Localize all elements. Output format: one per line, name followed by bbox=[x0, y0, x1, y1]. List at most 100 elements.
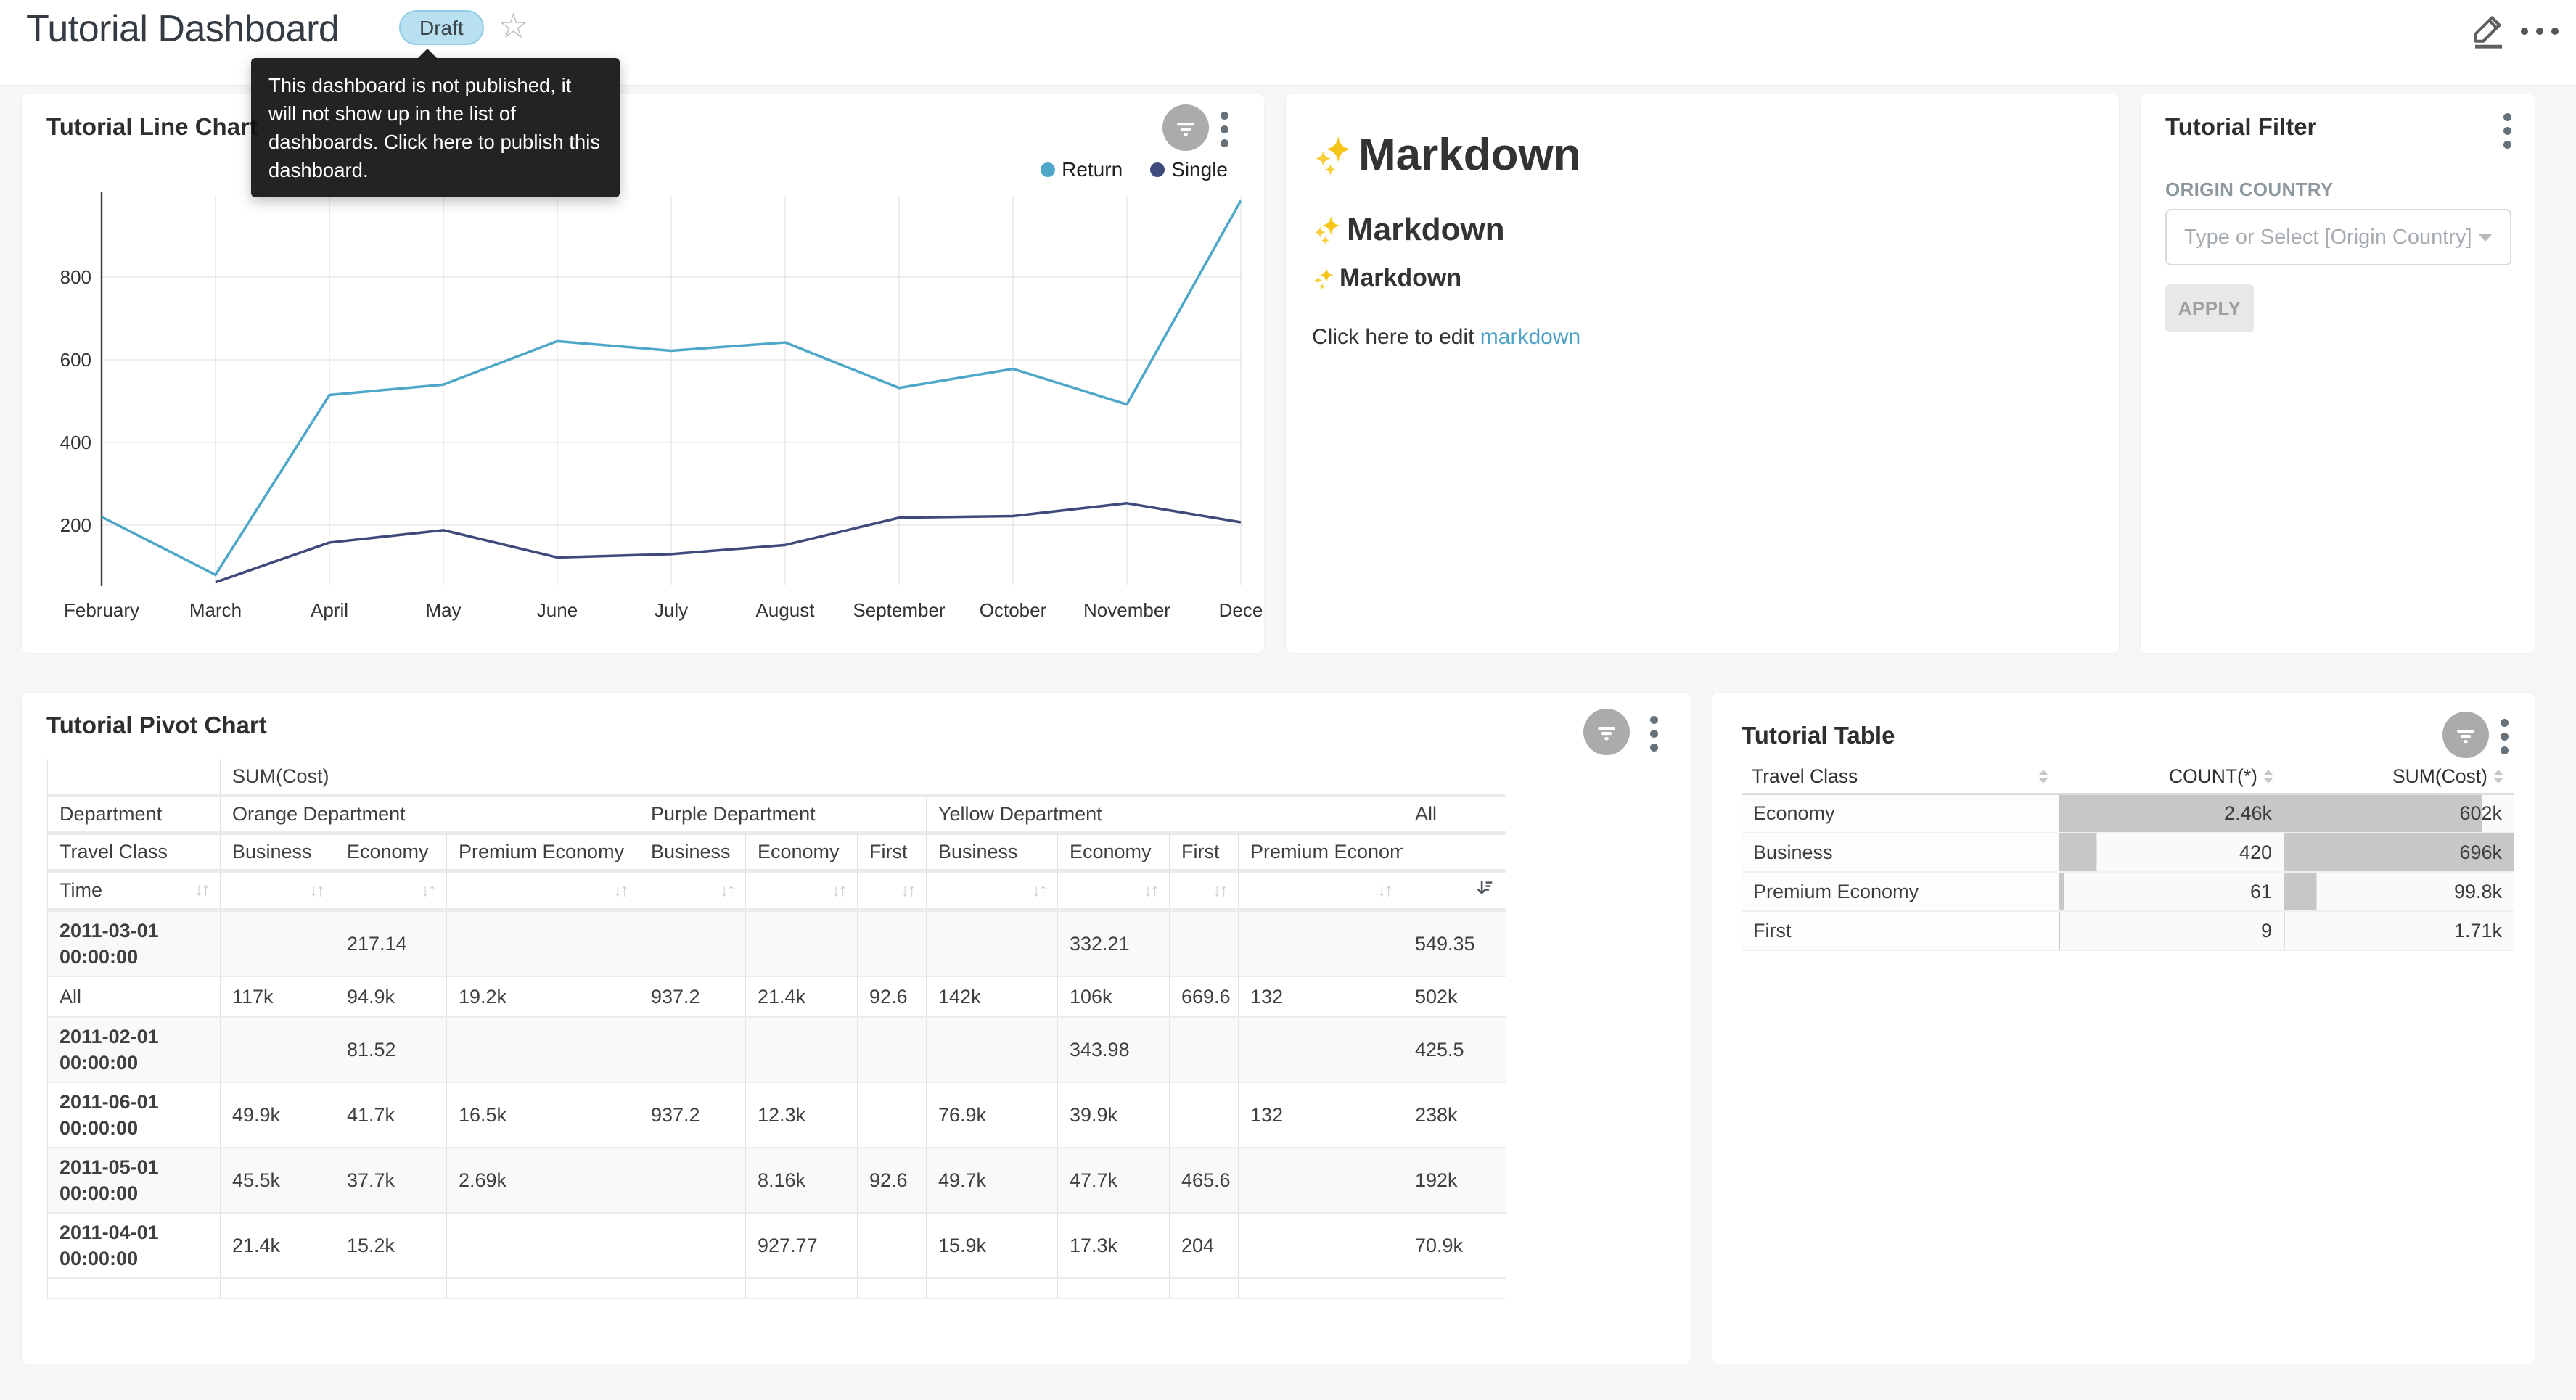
table-row[interactable]: Premium Economy6199.8k bbox=[1742, 872, 2514, 911]
more-options-button[interactable] bbox=[2521, 28, 2559, 35]
pivot-value-cell: 238k bbox=[1403, 1082, 1506, 1148]
cross-filter-badge[interactable] bbox=[1162, 104, 1209, 151]
favorite-star-icon[interactable]: ☆ bbox=[498, 6, 529, 46]
filter-funnel-icon bbox=[1593, 718, 1620, 746]
table-kebab-menu[interactable] bbox=[2498, 716, 2511, 757]
pivot-empty-cell bbox=[48, 1278, 221, 1298]
sort-toggle-icon[interactable]: ↓↑ bbox=[832, 880, 845, 901]
pivot-column-header bbox=[1403, 833, 1506, 871]
pivot-value-cell: 19.2k bbox=[447, 976, 639, 1017]
pivot-group-header: Yellow Department bbox=[927, 796, 1403, 833]
table-row[interactable]: Economy2.46k602k bbox=[1742, 794, 2514, 833]
filter-panel-title: Tutorial Filter bbox=[2165, 113, 2316, 141]
pivot-value-cell: 132 bbox=[1239, 976, 1403, 1017]
table-row[interactable]: First91.71k bbox=[1742, 911, 2514, 950]
x-axis-tick-label: June bbox=[537, 599, 578, 621]
pivot-value-cell: 937.2 bbox=[639, 976, 746, 1017]
sum-cost-cell: 99.8k bbox=[2284, 872, 2514, 911]
pivot-empty-row bbox=[48, 1278, 1506, 1298]
pivot-kebab-menu[interactable] bbox=[1647, 713, 1661, 754]
pivot-value-cell: 15.2k bbox=[335, 1213, 447, 1278]
pivot-value-cell bbox=[221, 1017, 335, 1082]
legend-dot bbox=[1041, 162, 1055, 177]
pivot-column-header: Economy bbox=[746, 833, 858, 871]
edit-dashboard-button[interactable] bbox=[2469, 10, 2508, 49]
sort-toggle-icon[interactable]: ↓↑ bbox=[421, 880, 435, 901]
y-axis-tick-label: 400 bbox=[60, 432, 91, 453]
pivot-value-cell: 92.6 bbox=[858, 976, 927, 1017]
x-axis-tick-label: May bbox=[425, 599, 461, 621]
y-axis-tick-label: 800 bbox=[60, 266, 91, 288]
sort-carets-icon bbox=[2038, 770, 2048, 783]
pivot-empty-cell bbox=[927, 1278, 1058, 1298]
line-chart-kebab-menu[interactable] bbox=[1218, 109, 1231, 150]
sort-toggle-icon[interactable]: ↓↑ bbox=[309, 880, 323, 901]
apply-button[interactable]: APPLY bbox=[2165, 284, 2254, 332]
markdown-panel[interactable]: Markdown Markdown Markdown Click here to… bbox=[1286, 94, 2119, 653]
pivot-sort-cell: ↓↑ bbox=[447, 871, 639, 910]
pivot-value-cell bbox=[1239, 910, 1403, 977]
sort-toggle-icon[interactable]: ↓↑ bbox=[720, 880, 734, 901]
column-header-sum-cost[interactable]: SUM(Cost) bbox=[2284, 760, 2514, 794]
pivot-value-cell: 70.9k bbox=[1403, 1213, 1506, 1278]
draft-badge[interactable]: Draft bbox=[399, 10, 484, 45]
pivot-row: 2011-05-0100:00:0045.5k37.7k2.69k8.16k92… bbox=[48, 1148, 1506, 1213]
pivot-column-header: Business bbox=[927, 833, 1058, 871]
legend-label: Single bbox=[1171, 158, 1228, 181]
pivot-row: 2011-06-0100:00:0049.9k41.7k16.5k937.212… bbox=[48, 1082, 1506, 1148]
pivot-value-cell bbox=[858, 1213, 927, 1278]
pivot-sort-cell: ↓↑ bbox=[639, 871, 746, 910]
sum-cost-cell: 696k bbox=[2284, 833, 2514, 872]
origin-country-label: ORIGIN COUNTRY bbox=[2165, 178, 2333, 201]
travel-class-cell: Premium Economy bbox=[1742, 872, 2059, 911]
pivot-value-cell bbox=[639, 1148, 746, 1213]
travel-class-cell: First bbox=[1742, 911, 2059, 950]
pivot-row-label: 2011-03-0100:00:00 bbox=[48, 910, 221, 977]
column-header-travel-class[interactable]: Travel Class bbox=[1742, 760, 2059, 794]
legend-item-return[interactable]: Return bbox=[1041, 158, 1123, 181]
select-placeholder: Type or Select [Origin Country] bbox=[2184, 226, 2471, 250]
pivot-group-header: All bbox=[1403, 796, 1506, 833]
sort-toggle-icon[interactable]: ↓↑ bbox=[1144, 880, 1157, 901]
data-table: Travel ClassCOUNT(*) SUM(Cost) Economy2.46… bbox=[1742, 760, 2514, 951]
pivot-value-cell: 425.5 bbox=[1403, 1017, 1506, 1082]
legend-item-single[interactable]: Single bbox=[1150, 158, 1228, 181]
legend-label: Return bbox=[1062, 158, 1123, 181]
pivot-value-cell bbox=[639, 1017, 746, 1082]
markdown-h2: Markdown bbox=[1312, 212, 1505, 248]
pivot-value-cell: 49.7k bbox=[927, 1148, 1058, 1213]
pivot-value-cell: 549.35 bbox=[1403, 910, 1506, 977]
x-axis-tick-label: Dece bbox=[1219, 599, 1263, 621]
pivot-row-label: 2011-06-0100:00:00 bbox=[48, 1082, 221, 1148]
x-axis-tick-label: February bbox=[64, 599, 139, 621]
table-row[interactable]: Business420696k bbox=[1742, 833, 2514, 872]
sort-toggle-icon[interactable]: ↓↑ bbox=[613, 880, 627, 901]
sparkles-icon bbox=[1312, 215, 1342, 245]
pivot-sort-cell: ↓↑ bbox=[221, 871, 335, 910]
pivot-sort-cell-all bbox=[1403, 871, 1506, 910]
sort-toggle-icon[interactable]: ↓↑ bbox=[1213, 880, 1226, 901]
sort-active-icon[interactable] bbox=[1475, 878, 1494, 902]
sort-toggle-icon[interactable]: ↓↑ bbox=[194, 879, 208, 900]
x-axis-tick-label: August bbox=[756, 599, 816, 621]
pivot-value-cell: 15.9k bbox=[927, 1213, 1058, 1278]
column-header-label: SUM(Cost) bbox=[2392, 765, 2487, 788]
pivot-sort-cell: ↓↑ bbox=[1058, 871, 1170, 910]
column-header-count[interactable]: COUNT(*) bbox=[2059, 760, 2284, 794]
cross-filter-badge[interactable] bbox=[1583, 709, 1630, 755]
pivot-column-header: First bbox=[858, 833, 927, 871]
pivot-empty-cell bbox=[639, 1278, 746, 1298]
pivot-row-label: 2011-05-0100:00:00 bbox=[48, 1148, 221, 1213]
origin-country-select[interactable]: Type or Select [Origin Country] bbox=[2165, 209, 2511, 265]
cross-filter-badge[interactable] bbox=[2442, 712, 2489, 758]
filter-panel-kebab-menu[interactable] bbox=[2501, 110, 2514, 152]
pivot-value-cell: 343.98 bbox=[1058, 1017, 1170, 1082]
legend-dot bbox=[1150, 162, 1165, 177]
pivot-value-cell bbox=[1170, 1082, 1239, 1148]
sort-toggle-icon[interactable]: ↓↑ bbox=[1377, 880, 1391, 901]
sort-toggle-icon[interactable]: ↓↑ bbox=[901, 880, 914, 901]
markdown-edit-link[interactable]: markdown bbox=[1480, 325, 1580, 349]
sort-toggle-icon[interactable]: ↓↑ bbox=[1032, 880, 1046, 901]
pivot-row: 2011-03-0100:00:00217.14332.21549.35 bbox=[48, 910, 1506, 977]
pivot-row-label: 2011-04-0100:00:00 bbox=[48, 1213, 221, 1278]
